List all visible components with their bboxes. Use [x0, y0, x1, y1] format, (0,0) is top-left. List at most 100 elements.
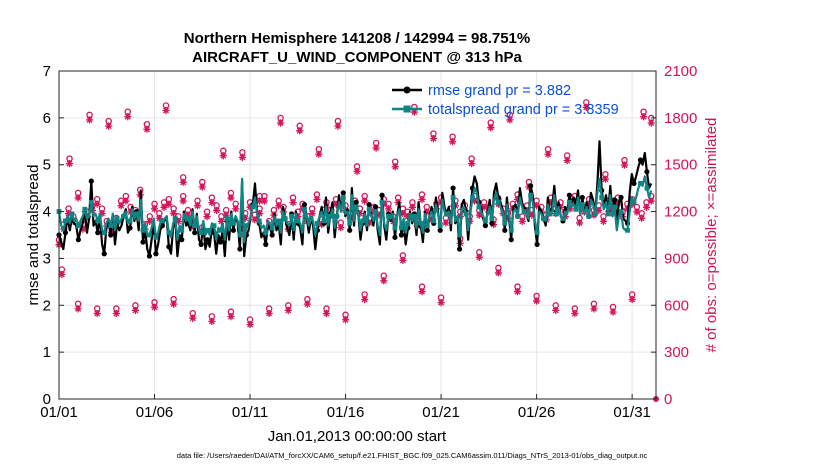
obs-count-marker	[391, 158, 399, 171]
obs-count-marker	[246, 316, 254, 329]
obs-assimilated-marker	[174, 217, 182, 225]
obs-assimilated-marker	[480, 203, 488, 211]
totalspread-point	[476, 204, 482, 210]
obs-assimilated-marker	[408, 203, 417, 211]
obs-assimilated-marker	[58, 270, 66, 279]
obs-count-marker	[628, 291, 636, 304]
obs-count-marker	[552, 302, 560, 315]
obs-count-marker	[232, 200, 240, 213]
obs-assimilated-marker	[150, 303, 159, 311]
rmse-point	[437, 227, 443, 233]
obs-assimilated-marker	[601, 175, 609, 183]
obs-count-marker	[179, 192, 187, 205]
obs-assimilated-marker	[246, 203, 254, 211]
totalspread-point	[347, 220, 353, 226]
obs-assimilated-marker	[238, 153, 246, 161]
obs-assimilated-marker	[571, 309, 579, 318]
totalspread-point	[263, 230, 269, 236]
obs-assimilated-marker	[404, 213, 412, 221]
obs-count-marker	[575, 214, 584, 227]
obs-assimilated-marker	[639, 113, 648, 121]
y-right-tick-label: 600	[664, 297, 689, 314]
obs-assimilated-marker	[313, 195, 321, 204]
obs-assimilated-marker	[213, 206, 221, 215]
obs-count-marker	[193, 197, 202, 210]
obs-count-marker	[620, 156, 629, 169]
x-tick-label: 01/26	[518, 404, 556, 421]
obs-count-marker	[74, 189, 82, 202]
obs-assimilated-marker	[162, 106, 170, 115]
obs-assimilated-marker	[203, 213, 211, 221]
obs-count-marker	[437, 294, 445, 307]
x-tick-label: 01/16	[327, 404, 365, 421]
totalspread-point	[386, 213, 391, 219]
obs-assimilated-marker	[384, 205, 393, 213]
x-tick-label: 01/01	[40, 404, 78, 421]
obs-count-marker	[418, 283, 426, 296]
totalspread-point	[573, 206, 579, 212]
obs-assimilated-marker	[423, 208, 431, 216]
legend: rmse grand pr = 3.882 totalspread grand …	[392, 83, 619, 118]
totalspread-point	[547, 211, 553, 217]
obs-count-marker	[155, 210, 163, 222]
obs-assimilated-marker	[165, 200, 173, 208]
obs-assimilated-marker	[150, 205, 159, 213]
obs-assimilated-marker	[475, 211, 483, 219]
obs-count-marker	[494, 264, 502, 277]
obs-count-marker	[238, 149, 246, 161]
obs-assimilated-marker	[341, 316, 350, 324]
obs-count-marker	[315, 145, 323, 158]
y-left-tick-label: 0	[43, 391, 51, 408]
totalspread-point	[211, 223, 217, 229]
obs-assimilated-marker	[375, 211, 383, 219]
rmse-point	[62, 230, 69, 236]
obs-count-marker	[513, 283, 522, 296]
x-axis-label: Jan.01,2013 00:00:00 start	[268, 428, 447, 445]
rmse-point	[644, 169, 650, 175]
obs-count-marker	[74, 300, 82, 313]
rmse-point	[502, 227, 508, 233]
obs-assimilated-marker	[105, 122, 113, 130]
observation-count-markers	[55, 99, 659, 402]
obs-assimilated-marker	[506, 116, 514, 124]
obs-count-marker	[394, 194, 402, 207]
obs-count-marker	[380, 272, 388, 285]
totalspread-point	[140, 227, 146, 233]
rmse-point	[269, 232, 275, 238]
obs-count-marker	[442, 214, 450, 227]
obs-count-marker	[219, 147, 227, 160]
rmse-point	[301, 201, 308, 208]
data-file-footer: data file: /Users/raeder/DAI/ATM_forcXX/…	[177, 451, 648, 460]
totalspread-point	[327, 213, 333, 219]
obs-count-marker	[638, 210, 646, 222]
obs-assimilated-marker	[308, 209, 316, 218]
obs-assimilated-marker	[332, 200, 340, 208]
obs-assimilated-marker	[219, 152, 227, 160]
obs-assimilated-marker	[189, 314, 197, 322]
obs-assimilated-marker	[399, 209, 407, 218]
totalspread-point	[192, 223, 198, 229]
totalspread-point	[437, 223, 443, 229]
obs-count-marker	[384, 200, 393, 213]
obs-assimilated-marker	[437, 299, 445, 307]
obs-assimilated-marker	[227, 313, 235, 321]
totalspread-point	[399, 225, 404, 231]
rmse-point	[489, 220, 495, 226]
obs-assimilated-marker	[255, 209, 264, 218]
obs-assimilated-marker	[296, 127, 304, 135]
rmse-point	[88, 178, 94, 184]
obs-assimilated-marker	[566, 205, 574, 213]
totalspread-point	[612, 204, 618, 210]
y-left-tick-label: 7	[43, 63, 51, 80]
rmse-point	[534, 241, 540, 247]
obs-count-marker	[418, 191, 426, 204]
y-right-tick-label: 300	[664, 344, 689, 361]
obs-assimilated-marker	[303, 300, 311, 308]
totalspread-point	[521, 209, 527, 214]
totalspread-point	[269, 225, 275, 231]
obs-assimilated-marker	[93, 200, 101, 208]
rmse-point	[204, 237, 211, 243]
totalspread-point	[638, 181, 643, 186]
x-tick-label: 01/31	[613, 404, 651, 421]
